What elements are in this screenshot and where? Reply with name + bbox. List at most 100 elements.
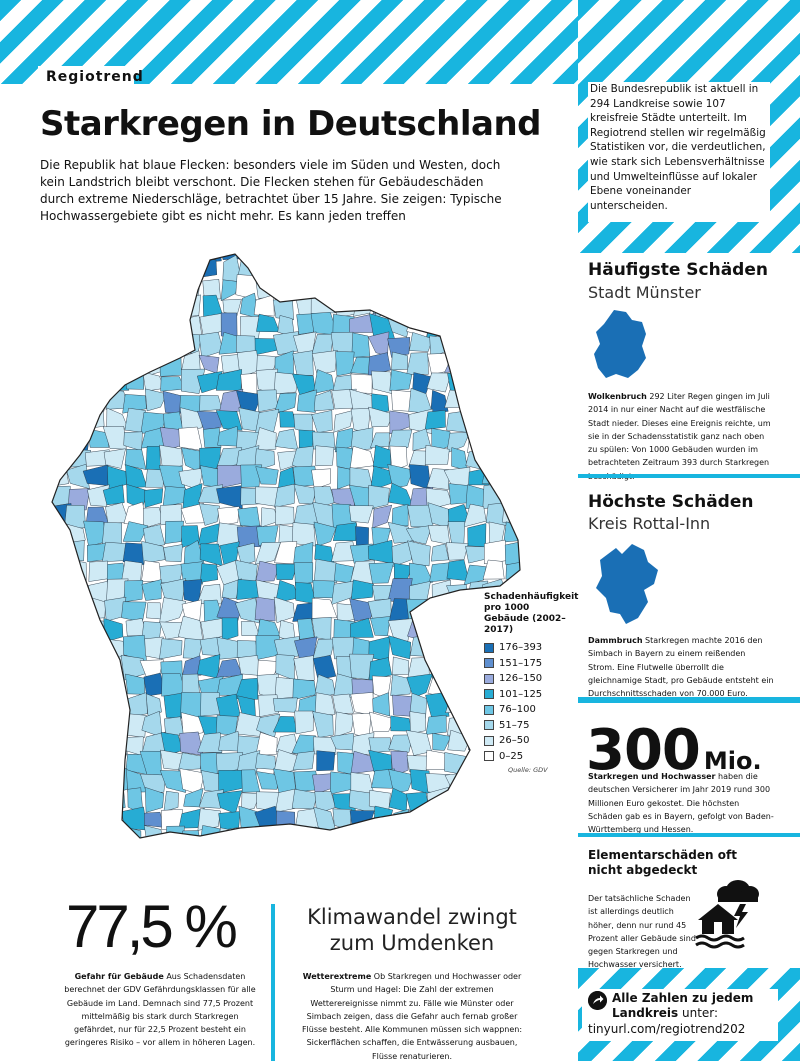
district [526, 257, 530, 279]
district [371, 768, 395, 789]
district [52, 829, 68, 838]
district [446, 584, 469, 599]
insurance-figure: 300 Mio. [586, 718, 762, 783]
district [521, 468, 530, 491]
district [143, 488, 164, 508]
district [350, 373, 373, 394]
district [84, 825, 108, 838]
district [332, 693, 354, 715]
district [143, 331, 163, 355]
link-text: Alle Zahlen zu jedem Landkreis [612, 991, 754, 1020]
legend-swatch [484, 673, 494, 684]
legend-title: Schadenhäufigkeit pro 1000 Gebäude (2002… [484, 592, 579, 635]
district [449, 639, 470, 662]
district [221, 578, 242, 599]
district [293, 655, 315, 681]
link-url[interactable]: tinyurl.com/regiotrend202 [588, 1022, 746, 1036]
storm-icon [717, 880, 759, 928]
district [430, 640, 453, 657]
district [525, 447, 530, 471]
district [447, 521, 466, 546]
district [178, 752, 203, 771]
district [52, 312, 69, 339]
district [466, 275, 488, 297]
district [64, 676, 87, 697]
district [30, 389, 51, 412]
district [409, 711, 426, 734]
district [370, 465, 394, 492]
district [501, 430, 520, 453]
district [236, 542, 256, 566]
district [448, 806, 472, 831]
district [368, 485, 390, 510]
district [141, 560, 163, 582]
district [123, 349, 146, 377]
district [487, 390, 510, 412]
district [406, 254, 430, 262]
district [67, 254, 92, 263]
district [312, 655, 337, 680]
district [482, 411, 505, 431]
district [409, 562, 434, 586]
flooded-house-icon [695, 904, 745, 949]
district [465, 694, 487, 716]
district [409, 635, 430, 657]
district [448, 334, 469, 357]
district [274, 846, 298, 860]
risk-text-body: Aus Schadensdaten berechnet der GDV Gefä… [64, 972, 256, 1048]
district [386, 281, 412, 300]
district [63, 389, 89, 409]
district [121, 296, 146, 318]
district [65, 825, 87, 838]
district [349, 653, 375, 680]
district [103, 373, 130, 391]
district [486, 807, 508, 831]
district [406, 846, 431, 860]
district [393, 258, 412, 282]
district [69, 729, 92, 757]
highest-place: Kreis Rottal-Inn [588, 514, 711, 533]
district [52, 695, 71, 719]
district [123, 255, 148, 281]
district [297, 618, 315, 640]
district [121, 806, 148, 831]
district [163, 790, 179, 812]
district [52, 410, 73, 428]
district [367, 352, 392, 376]
district [348, 485, 375, 511]
district [65, 597, 90, 623]
district [311, 410, 333, 433]
district [313, 390, 335, 412]
highest-text: Dammbruch Starkregen machte 2016 den Sim… [588, 634, 774, 700]
district [86, 655, 110, 679]
district [30, 240, 49, 260]
district [240, 373, 258, 395]
legend-label: 101–125 [499, 688, 543, 700]
district [429, 597, 447, 618]
insurance-number: 300 [586, 718, 701, 783]
district [522, 392, 530, 415]
district [311, 616, 332, 641]
link-box[interactable]: Alle Zahlen zu jedem Landkreis unter: ti… [582, 989, 778, 1041]
district [52, 718, 53, 733]
district [30, 257, 51, 279]
district [525, 294, 530, 315]
district [388, 768, 415, 794]
district [372, 692, 391, 717]
district [87, 276, 109, 300]
frequent-place: Stadt Münster [588, 283, 701, 302]
district [296, 389, 317, 413]
district [165, 825, 185, 838]
district [253, 254, 280, 260]
district [67, 352, 90, 377]
district [447, 619, 467, 641]
district [466, 787, 490, 814]
district [180, 294, 201, 318]
district [427, 525, 451, 545]
intro-text: Die Bundesrepublik ist aktuell in 294 La… [588, 82, 770, 222]
highest-heading: Höchste Schäden [588, 492, 754, 512]
district [367, 539, 394, 564]
district [216, 485, 243, 509]
district [67, 768, 91, 794]
frequent-text-bold: Wolkenbruch [588, 392, 647, 401]
